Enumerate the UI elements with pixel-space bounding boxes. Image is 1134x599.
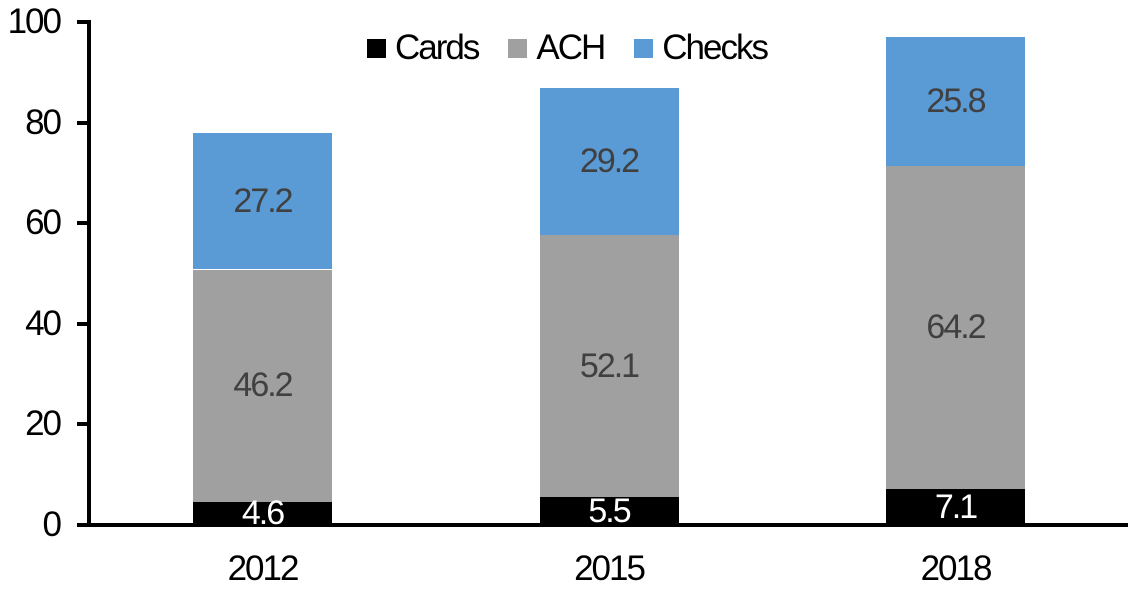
bar-segment-cards-2015: 5.5 [539,492,679,530]
bar-segment-cards-2012: 4.6 [193,494,332,532]
legend-item-checks: Checks [634,28,769,68]
bar-segment-checks-2012: 27.2 [193,132,332,270]
legend: Cards ACH Checks [367,28,769,68]
y-axis-tick-label-60: 60 [25,203,62,243]
data-label-checks-2012: 27.2 [233,181,293,220]
y-axis-tick-label-80: 80 [25,102,62,142]
legend-label-cards: Cards [395,28,480,67]
data-label-ach-2012: 46.2 [233,366,293,405]
bar-group-2012: 4.6 46.2 27.2 [193,132,332,532]
data-label-checks-2015: 29.2 [579,142,640,181]
data-label-ach-2015: 52.1 [579,346,640,385]
bar-segment-ach-2012: 46.2 [193,269,332,502]
x-axis-label-2018: 2018 [920,549,993,588]
data-label-checks-2018: 25.8 [926,81,986,120]
y-axis-tick-mark-100 [77,20,87,24]
legend-item-ach: ACH [508,28,606,68]
y-axis-line [87,20,91,527]
legend-item-cards: Cards [367,28,480,68]
y-axis-tick-label-0: 0 [42,505,62,544]
y-axis-tick-mark-20 [77,422,87,427]
x-axis-line [77,523,1128,527]
y-axis-tick-mark-80 [77,120,87,125]
bar-segment-ach-2018: 64.2 [886,166,1025,490]
y-axis-tick-label-100: 100 [7,2,62,41]
bar-segment-ach-2015: 52.1 [539,235,679,498]
x-axis-label-2015: 2015 [574,549,646,588]
y-axis-tick-mark-60 [77,221,87,226]
legend-label-checks: Checks [662,28,769,67]
bar-segment-checks-2018: 25.8 [886,36,1025,167]
data-label-cards-2012: 4.6 [241,493,285,532]
bar-segment-checks-2015: 29.2 [539,88,679,236]
legend-swatch-ach-icon [508,38,528,58]
data-label-cards-2018: 7.1 [934,487,978,526]
x-axis-label-2012: 2012 [227,549,300,588]
legend-swatch-cards-icon [367,38,386,58]
y-axis-tick-mark-40 [77,321,87,326]
bar-group-2015: 5.5 52.1 29.2 [539,88,679,530]
legend-label-ach: ACH [536,28,606,67]
legend-swatch-checks-icon [634,38,654,58]
y-axis-tick-label-40: 40 [25,303,62,343]
y-axis-tick-mark-0 [77,523,87,527]
bar-group-2018: 7.1 64.2 25.8 [886,36,1025,526]
bar-segment-cards-2018: 7.1 [886,487,1025,526]
data-label-cards-2015: 5.5 [588,491,631,530]
y-axis-tick-label-20: 20 [25,404,62,444]
data-label-ach-2018: 64.2 [926,308,986,347]
